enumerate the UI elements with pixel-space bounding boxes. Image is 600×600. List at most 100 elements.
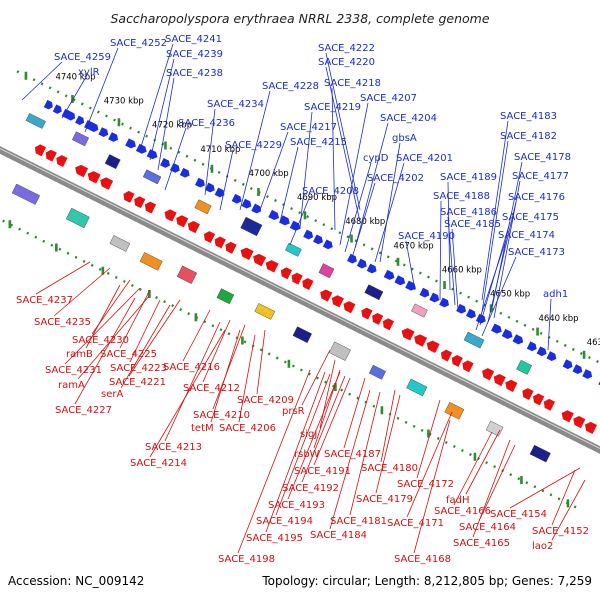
gene-forward-39: [491, 323, 502, 334]
accession-text: Accession: NC_009142: [8, 574, 144, 588]
bottom-gene-label: SACE_4181: [330, 516, 387, 527]
gene-forward-15: [194, 177, 205, 188]
bottom-gene-labels: SACE_4237 SACE_4235 SACE_4230 ramB SACE_4225…: [16, 261, 589, 565]
gene-reverse-54: [75, 164, 89, 178]
gene-block-17: [216, 288, 235, 305]
bottom-leader-line: [301, 349, 331, 406]
gene-block-9: [411, 303, 428, 318]
gene-reverse-87: [522, 388, 534, 400]
bottom-leader-line: [465, 429, 501, 495]
scale-mark-top: [536, 327, 539, 336]
top-gene-label: SACE_4189: [440, 172, 497, 183]
bottom-gene-label: serA: [101, 389, 123, 400]
bottom-gene-label: ramA: [58, 380, 85, 391]
scale-mark-bottom: [427, 429, 430, 438]
top-gene-label: SACE_4174: [498, 230, 555, 241]
scale-mark-bottom: [194, 313, 198, 322]
bottom-leader-line: [413, 419, 451, 554]
top-gene-label: SACE_4217: [280, 122, 337, 133]
gene-block-1: [71, 131, 90, 147]
scale-mark-bottom: [241, 336, 244, 345]
top-gene-label: SACE_4208: [302, 186, 359, 197]
bottom-leader-line: [478, 444, 516, 522]
bottom-gene-label: SACE_4164: [459, 522, 516, 533]
gene-block-18: [254, 303, 276, 320]
bottom-gene-label: SACE_4187: [324, 449, 381, 460]
gene-reverse-79: [414, 334, 428, 347]
bottom-gene-label: SACE_4191: [294, 466, 351, 477]
gene-reverse-85: [493, 373, 506, 387]
top-gene-label: SACE_4218: [324, 78, 381, 89]
top-leader-line: [164, 127, 187, 191]
bottom-gene-label: SACE_4172: [397, 479, 454, 490]
bottom-leader-line: [453, 431, 493, 506]
scale-tick-label: 4670 kbp: [394, 241, 434, 251]
gene-forward-12: [160, 158, 170, 168]
gene-reverse-65: [225, 241, 237, 254]
gene-reverse-56: [100, 177, 114, 190]
scale-mark-bottom: [148, 290, 151, 299]
backbone-highlight: [0, 147, 600, 450]
bottom-gene-label: SACE_4225: [100, 349, 157, 360]
scale-tick-label: 4650 kbp: [490, 290, 530, 300]
scale-mark-top: [396, 257, 400, 266]
gene-reverse-81: [440, 349, 453, 362]
gene-reverse-63: [203, 231, 216, 244]
bottom-leader-line: [287, 371, 341, 500]
top-gene-label: SACE_4186: [440, 207, 497, 218]
bottom-leader-line: [406, 411, 453, 518]
scale-mark-top: [71, 95, 74, 104]
bottom-gene-label: SACE_4212: [183, 383, 240, 394]
top-leader-line: [481, 120, 509, 301]
gene-reverse-80: [426, 340, 440, 354]
top-leader-line: [325, 66, 361, 223]
bottom-gene-label: SACE_4171: [387, 518, 444, 529]
bottom-leader-line: [238, 334, 256, 423]
bottom-leader-line: [313, 377, 351, 466]
top-leader-line: [481, 256, 517, 337]
top-leader-line: [405, 240, 416, 291]
gene-reverse-86: [505, 379, 518, 392]
top-gene-label: SACE_4207: [360, 93, 417, 104]
top-leader-line: [219, 149, 234, 211]
gene-block-16: [176, 265, 198, 284]
bottom-leader-line: [128, 299, 181, 377]
bottom-gene-label: SACE_4221: [109, 377, 166, 388]
bottom-leader-line: [164, 321, 221, 442]
gene-forward-9: [125, 138, 136, 149]
bottom-leader-line: [343, 377, 366, 449]
gene-forward-34: [429, 292, 440, 303]
gene-reverse-51: [34, 144, 47, 157]
top-leader-line: [354, 122, 389, 249]
top-gene-label: SACE_4234: [207, 99, 264, 110]
top-leader-line: [374, 162, 405, 263]
gene-reverse-60: [164, 209, 177, 222]
gene-reverse-66: [240, 247, 254, 261]
bottom-gene-label: sigJ: [300, 429, 317, 440]
gene-forward-32: [405, 280, 416, 291]
top-leader-line: [475, 239, 507, 331]
scale-tick-label: 4710 kbp: [200, 145, 240, 155]
top-gene-label: gbsA: [392, 133, 417, 144]
top-leader-line: [547, 298, 552, 351]
top-leader-line: [149, 58, 175, 161]
gene-reverse-71: [302, 278, 314, 290]
scale-tick-label: 4720 kbp: [152, 121, 192, 131]
bottom-leader-line: [375, 394, 401, 494]
top-leader-line: [447, 216, 456, 306]
top-leader-line: [344, 162, 372, 253]
bottom-gene-label: SACE_4210: [193, 410, 250, 421]
gene-forward-40: [501, 328, 513, 339]
gene-forward-44: [546, 351, 557, 362]
gene-reverse-74: [343, 301, 356, 314]
gene-reverse-89: [543, 398, 555, 411]
gene-block-6: [285, 242, 302, 257]
top-gene-label: SACE_4201: [396, 153, 453, 164]
scale-tick-label: 4700 kbp: [249, 169, 289, 179]
gene-reverse-68: [265, 260, 279, 273]
top-leader-line: [451, 228, 459, 311]
scale-mark-top: [117, 118, 121, 127]
backbone-layer: [0, 70, 600, 511]
bottom-gene-label: SACE_4152: [532, 526, 589, 537]
